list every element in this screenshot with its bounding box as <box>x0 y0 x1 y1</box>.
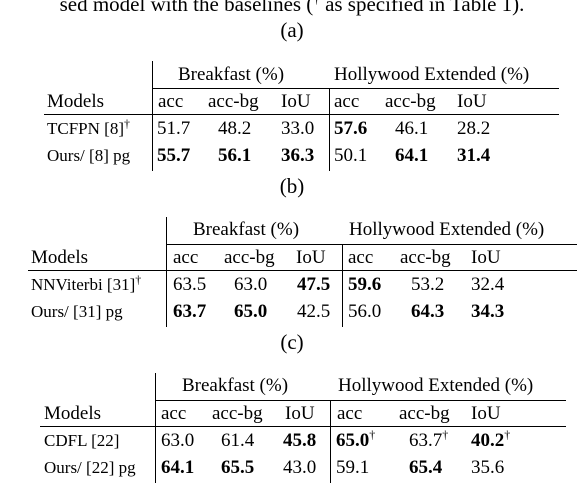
subtable-label-c: (c) <box>280 330 304 354</box>
column-header-acc: acc <box>173 247 199 268</box>
column-header-acc: acc <box>158 91 184 112</box>
column-header-acc-bg: acc-bg <box>385 91 436 112</box>
table-cell: 45.8 <box>283 430 317 451</box>
table-cell: 32.4 <box>471 274 505 295</box>
table-cell: 46.1 <box>395 118 429 139</box>
subtable-label-b: (b) <box>279 174 305 198</box>
table-cell: 65.0† <box>336 427 376 451</box>
table-cell: 35.6 <box>471 457 505 478</box>
table-cell: 36.3 <box>281 145 315 166</box>
table-cell: 56.0 <box>348 301 382 322</box>
column-header-iou: IoU <box>285 403 315 424</box>
table-cell: 31.4 <box>457 145 491 166</box>
group-header-hollywood: Hollywood Extended (%) <box>349 219 545 240</box>
column-header-acc: acc <box>337 403 363 424</box>
model-name: Ours/ [8] pg <box>47 146 131 165</box>
caption-dagger: † <box>313 0 320 6</box>
caption-fragment: sed model with the baselines († as speci… <box>0 0 584 17</box>
column-header-acc: acc <box>348 247 374 268</box>
table-cell: 51.7 <box>157 118 191 139</box>
group-header-hollywood: Hollywood Extended (%) <box>334 64 530 85</box>
table-cell: 61.4 <box>221 430 255 451</box>
table-cell: 63.7† <box>409 427 449 451</box>
table-cell: 34.3 <box>471 301 505 322</box>
column-header-models: Models <box>44 403 101 424</box>
group-header-breakfast: Breakfast (%) <box>182 375 289 396</box>
column-header-iou: IoU <box>471 247 501 268</box>
column-header-acc-bg: acc-bg <box>208 91 259 112</box>
model-name: NNViterbi [31]† <box>31 272 142 294</box>
column-header-acc-bg: acc-bg <box>224 247 275 268</box>
column-header-models: Models <box>31 247 88 268</box>
table-cell: 28.2 <box>457 118 491 139</box>
caption-rest: as specified in Table 1). <box>319 0 525 16</box>
table-cell: 65.4 <box>409 457 443 478</box>
table-cell: 63.7 <box>173 301 207 322</box>
model-name: CDFL [22] <box>44 431 120 450</box>
column-header-models: Models <box>47 91 104 112</box>
table-cell: 63.0 <box>234 274 268 295</box>
column-header-iou: IoU <box>296 247 326 268</box>
table-cell: 50.1 <box>334 145 368 166</box>
table-cell: 33.0 <box>281 118 315 139</box>
column-header-acc-bg: acc-bg <box>212 403 263 424</box>
column-header-acc-bg: acc-bg <box>399 403 450 424</box>
table-cell: 59.6 <box>348 274 382 295</box>
table-cell: 63.5 <box>173 274 207 295</box>
subtable-label-a: (a) <box>280 18 304 42</box>
table-cell: 48.2 <box>218 118 252 139</box>
table-cell: 64.1 <box>161 457 195 478</box>
column-header-iou: IoU <box>281 91 311 112</box>
group-header-hollywood: Hollywood Extended (%) <box>338 375 534 396</box>
column-header-iou: IoU <box>457 91 487 112</box>
table-cell: 59.1 <box>336 457 370 478</box>
model-name: Ours/ [31] pg <box>31 302 123 321</box>
group-header-breakfast: Breakfast (%) <box>178 64 285 85</box>
table-cell: 40.2† <box>471 427 511 451</box>
column-header-acc-bg: acc-bg <box>400 247 451 268</box>
table-cell: 43.0 <box>283 457 317 478</box>
table-cell: 53.2 <box>411 274 445 295</box>
column-header-iou: IoU <box>471 403 501 424</box>
table-cell: 56.1 <box>218 145 252 166</box>
column-header-acc: acc <box>334 91 360 112</box>
table-cell: 63.0 <box>161 430 195 451</box>
table-cell: 47.5 <box>297 274 331 295</box>
table-cell: 65.0 <box>234 301 268 322</box>
table-cell: 42.5 <box>297 301 331 322</box>
table-cell: 65.5 <box>221 457 255 478</box>
table-cell: 64.3 <box>411 301 445 322</box>
column-header-acc: acc <box>161 403 187 424</box>
table-cell: 64.1 <box>395 145 429 166</box>
group-header-breakfast: Breakfast (%) <box>193 219 300 240</box>
caption-text: sed model with the baselines ( <box>59 0 314 16</box>
table-cell: 57.6 <box>334 118 368 139</box>
model-name: Ours/ [22] pg <box>44 458 136 477</box>
model-name: TCFPN [8]† <box>47 116 130 138</box>
table-cell: 55.7 <box>157 145 191 166</box>
